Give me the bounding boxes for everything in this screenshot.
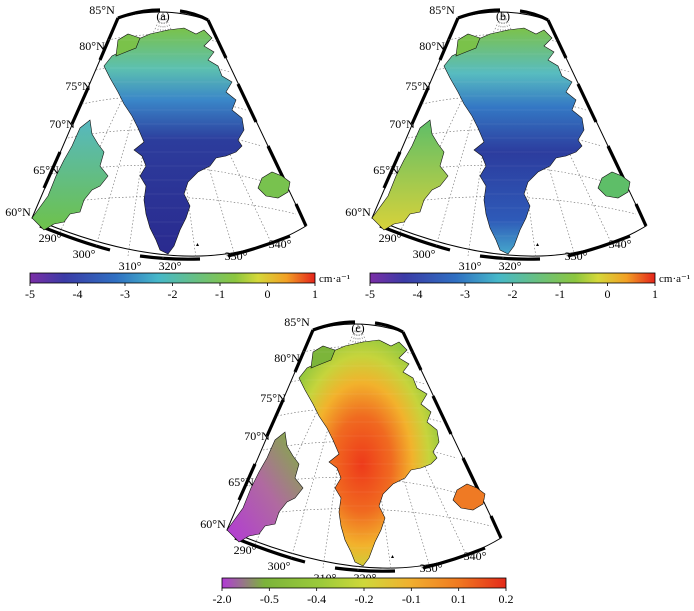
small-island-marker — [391, 555, 394, 558]
longitude-label: 310° — [459, 259, 482, 273]
land-masses — [371, 27, 631, 255]
ellesmere-field — [455, 33, 481, 57]
longitude-label: 330° — [225, 249, 248, 263]
longitude-label: 330° — [565, 249, 588, 263]
ellesmere-field — [310, 345, 336, 369]
map-panel-b: (b) 85°N 80°N 75°N 70°N 65°N 60°N 290° 300° 310° 3… — [345, 3, 648, 273]
grid-cells — [110, 39, 240, 237]
grid-cells — [305, 351, 435, 549]
latitude-label: 70°N — [49, 117, 75, 131]
greenland-field — [298, 339, 440, 567]
colorbar-tick-label: -1 — [215, 287, 225, 301]
panel-label: (a) — [156, 9, 169, 23]
colorbar-c: -2.0 -0.5 -0.4 -0.2 -0.1 0.1 0.2 — [213, 577, 514, 606]
latitude-label: 70°N — [244, 429, 270, 443]
colorbar-tick-label: 0.2 — [499, 592, 514, 606]
latitude-label: 75°N — [405, 79, 431, 93]
longitude-label: 310° — [119, 259, 142, 273]
grid-cells — [450, 39, 580, 237]
colorbar-tick-label: 0 — [265, 287, 271, 301]
small-island-marker — [536, 243, 539, 246]
colorbar-unit: cm·a⁻¹ — [659, 273, 690, 285]
colorbar-tick-label: -2 — [168, 287, 178, 301]
ellesmere-field — [115, 33, 141, 57]
latitude-label: 60°N — [5, 205, 31, 219]
colorbar-tick-label: -3 — [120, 287, 130, 301]
colorbar-tick-label: -0.2 — [355, 592, 374, 606]
latitude-label: 80°N — [79, 39, 105, 53]
greenland-field — [443, 27, 585, 255]
latitude-label: 80°N — [419, 39, 445, 53]
map-panel-c: (c)85°N80°N75°N70°N65°N60°N290°300°310°3… — [200, 315, 503, 585]
longitude-label: 290° — [379, 231, 402, 245]
latitude-label: 85°N — [89, 3, 115, 17]
latitude-label: 75°N — [260, 391, 286, 405]
colorbar-tick-label: -5 — [365, 287, 375, 301]
longitude-label: 340° — [609, 237, 632, 251]
baffin-island-field — [226, 431, 304, 543]
svalbard-field — [452, 483, 486, 511]
latitude-label: 60°N — [345, 205, 371, 219]
colorbar-tick-label: -0.1 — [402, 592, 421, 606]
latitude-label: 65°N — [228, 475, 254, 489]
latitude-label: 85°N — [284, 315, 310, 329]
land-masses — [31, 27, 291, 255]
latitude-label: 60°N — [200, 517, 226, 531]
land-masses — [226, 339, 486, 567]
colorbar-gradient — [29, 272, 316, 284]
colorbar-tick-label: -4 — [413, 287, 423, 301]
baffin-island-field — [31, 119, 109, 231]
colorbar-tick-label: -4 — [73, 287, 83, 301]
latitude-label: 70°N — [389, 117, 415, 131]
longitude-label: 300° — [73, 247, 96, 261]
colorbar-gradient — [221, 577, 507, 589]
longitude-label: 340° — [269, 237, 292, 251]
colorbar-tick-label: -3 — [460, 287, 470, 301]
panel-label: (b) — [496, 9, 510, 23]
latitude-label: 80°N — [274, 351, 300, 365]
panel-label: (c) — [351, 321, 364, 335]
colorbar-tick-label: -5 — [25, 287, 35, 301]
colorbar-b: -5 -4 -3 -2 -1 0 1cm·a⁻¹ — [365, 272, 690, 301]
longitude-label: 300° — [413, 247, 436, 261]
colorbar-tick-label: -2 — [508, 287, 518, 301]
svalbard-field — [597, 171, 631, 199]
greenland-field — [103, 27, 245, 255]
colorbar-tick-label: -0.5 — [260, 592, 279, 606]
svalbard-field — [257, 171, 291, 199]
colorbar-tick-label: 0 — [605, 287, 611, 301]
map-panel-a: (a) 85°N 80°N 75°N 70°N 65°N 60°N 290° 300° 310° 3… — [5, 3, 308, 273]
colorbar-tick-label: -2.0 — [213, 592, 232, 606]
colorbar-tick-label: -0.4 — [307, 592, 326, 606]
longitude-label: 330° — [420, 561, 443, 575]
small-island-marker — [196, 243, 199, 246]
longitude-label: 320° — [499, 259, 522, 273]
longitude-label: 340° — [464, 549, 487, 563]
longitude-label: 290° — [234, 543, 257, 557]
longitude-label: 290° — [39, 231, 62, 245]
longitude-label: 300° — [268, 559, 291, 573]
latitude-label: 75°N — [65, 79, 91, 93]
colorbar-tick-label: -1 — [555, 287, 565, 301]
longitude-label: 320° — [159, 259, 182, 273]
latitude-label: 65°N — [33, 163, 59, 177]
latitude-label: 85°N — [429, 3, 455, 17]
colorbar-unit: cm·a⁻¹ — [319, 273, 350, 285]
colorbar-tick-label: 1 — [652, 287, 658, 301]
latitude-label: 65°N — [373, 163, 399, 177]
colorbar-tick-label: 0.1 — [451, 592, 466, 606]
colorbar-gradient — [369, 272, 656, 284]
colorbar-a: -5 -4 -3 -2 -1 0 1cm·a⁻¹ — [25, 272, 350, 301]
colorbar-tick-label: 1 — [312, 287, 318, 301]
baffin-island-field — [371, 119, 449, 231]
